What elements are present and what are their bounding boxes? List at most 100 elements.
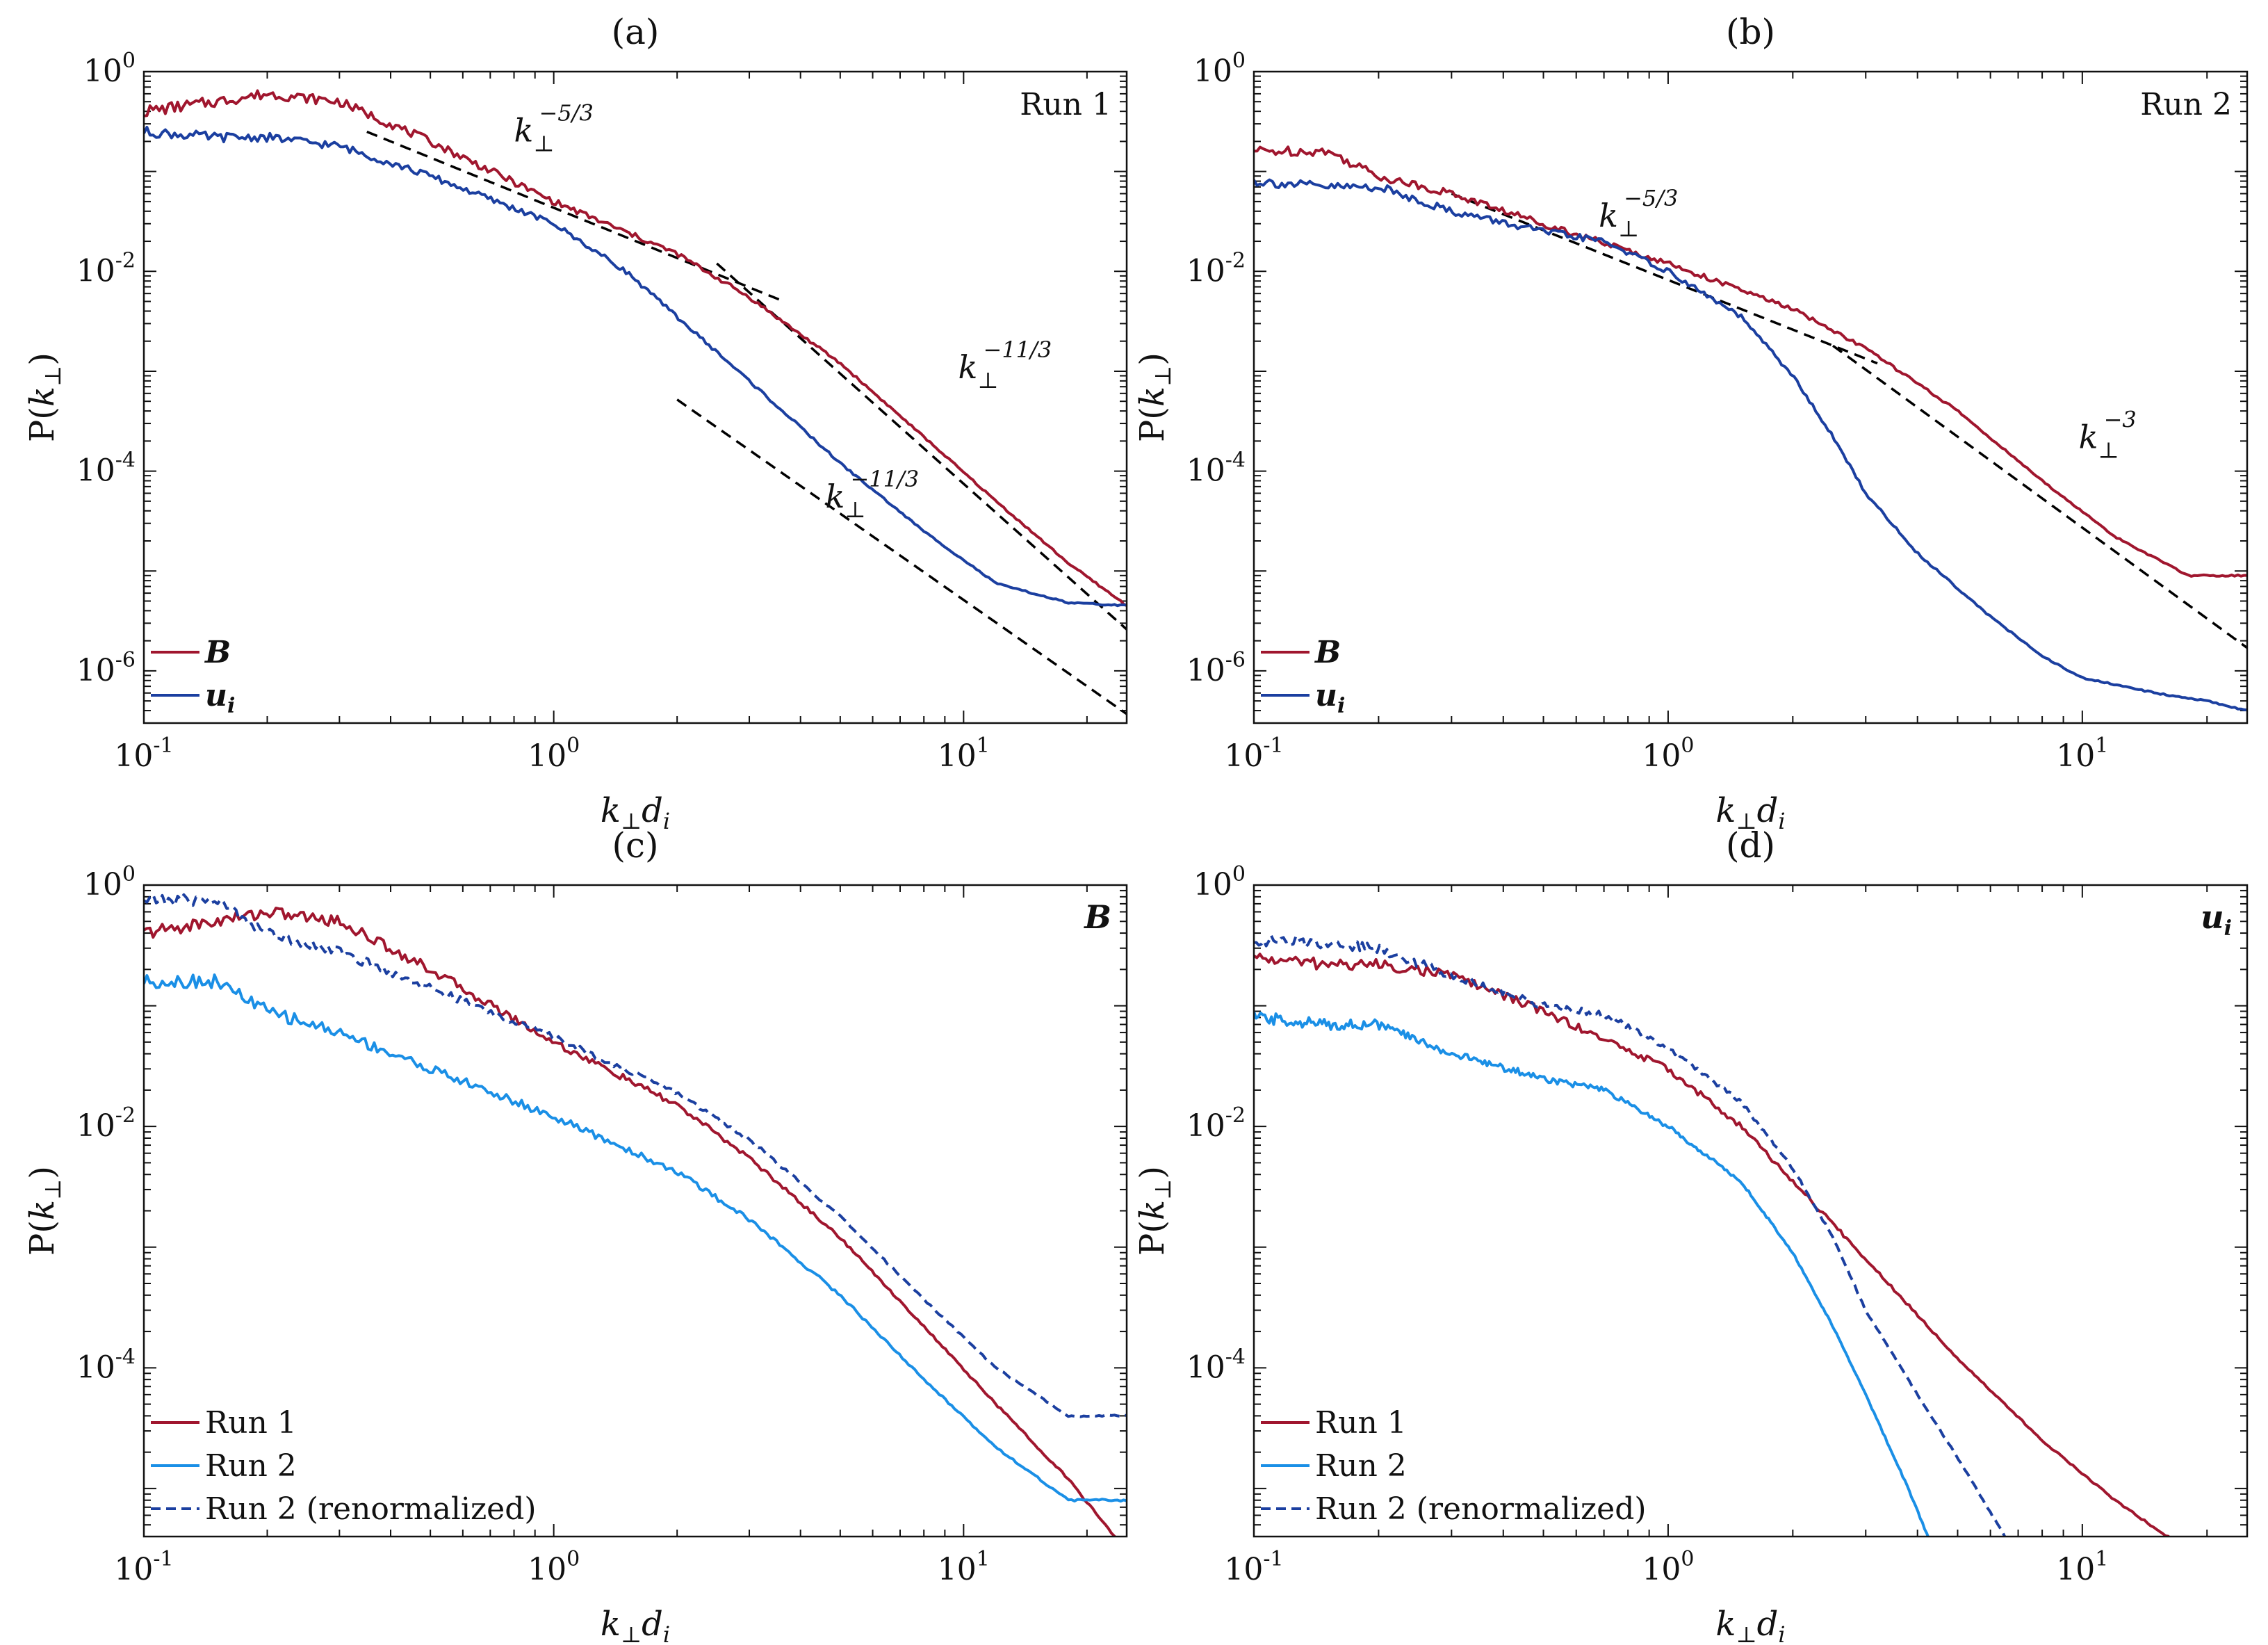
tick-base: 10: [83, 867, 122, 902]
tick-base: 10: [1186, 253, 1225, 289]
x-tick-label: 100: [528, 734, 580, 774]
tick-exponent: 0: [122, 862, 136, 886]
fit-line: [676, 398, 1127, 715]
annotation-sub: ⊥: [977, 367, 998, 394]
ticks: [1253, 71, 2247, 724]
y-tick-label: 10-6: [1186, 648, 1246, 688]
legend-label: Run 2: [1315, 1448, 1407, 1484]
tick-base: 10: [1224, 738, 1263, 774]
plot-area: [1254, 934, 2171, 1537]
y-tick-label: 10-2: [1186, 248, 1246, 289]
tick-base: 10: [1193, 867, 1232, 902]
x-tick-label: 10-1: [1224, 734, 1283, 774]
tick-base: 10: [1186, 653, 1225, 688]
ylabel-p: P(: [1133, 407, 1172, 442]
y-tick-label: 100: [1193, 49, 1246, 89]
tick-exponent: 1: [2095, 734, 2108, 758]
x-axis-label: k⊥di: [601, 1605, 670, 1645]
fit-line: [1451, 192, 1878, 365]
y-tick-label: 10-2: [1186, 1103, 1246, 1144]
ylabel-k: k: [23, 387, 62, 407]
corner-main: u: [2201, 898, 2224, 936]
annotation-base: k: [514, 111, 534, 149]
xlabel-d: d: [1757, 791, 1779, 830]
fit-line: [716, 262, 1127, 631]
x-tick-label: 10-1: [114, 1547, 173, 1587]
corner-label: B: [1083, 898, 1111, 936]
tick-base: 10: [1642, 1552, 1681, 1587]
annotation-sup: −5/3: [539, 99, 593, 126]
series-line-b: [144, 89, 1127, 607]
tick-base: 10: [528, 738, 566, 774]
ylabel-close: ): [1133, 1166, 1172, 1179]
legend: Bui: [151, 635, 235, 718]
fit-line: [1832, 344, 2247, 649]
ylabel-perp: ⊥: [1150, 366, 1176, 387]
legend-label: Run 2 (renormalized): [205, 1491, 537, 1527]
plot-background: [144, 72, 1127, 723]
panel-title: (d): [1726, 825, 1775, 866]
ylabel-p: P(: [23, 407, 62, 442]
axes-frame: [142, 70, 1128, 724]
annotation-sub: ⊥: [845, 496, 865, 523]
annotation-base: k: [2079, 418, 2098, 455]
x-tick-label: 100: [528, 1547, 580, 1587]
ylabel-k: k: [1133, 1200, 1172, 1220]
axes-frame: [1253, 884, 2249, 1538]
y-tick-label: 10-4: [76, 448, 136, 489]
plot-area: [144, 893, 1127, 1537]
tick-exponent: 0: [1681, 1547, 1694, 1571]
xlabel-perp: ⊥: [621, 808, 642, 834]
tick-exponent: -1: [1263, 1547, 1283, 1571]
legend: Run 1 Run 2 Run 2 (renormalized): [151, 1405, 537, 1527]
corner-label: Run 2: [2140, 87, 2232, 122]
series-line-run-1: [144, 907, 1117, 1537]
tick-exponent: 1: [977, 1547, 990, 1571]
y-tick-label: 10-4: [1186, 448, 1246, 489]
xlabel-i: i: [1778, 1621, 1785, 1645]
tick-exponent: -1: [1263, 734, 1283, 758]
legend-main: u: [1315, 678, 1337, 713]
annotation-sup: −3: [2104, 406, 2137, 432]
series-line-run-2-renormalized-: [1254, 934, 2007, 1537]
series-line-run-1: [1254, 953, 2171, 1537]
tick-base: 10: [83, 54, 122, 89]
series-line-ui: [144, 126, 1127, 608]
xlabel-d: d: [1757, 1605, 1779, 1644]
tick-exponent: 0: [1232, 862, 1246, 886]
plot-background: [1254, 885, 2247, 1537]
xlabel-d: d: [642, 1605, 663, 1644]
corner-label: ui: [2201, 898, 2232, 941]
panel-a: (a)10-1 100 10110-610-410-2100k⊥diP(k⊥)k⊥−…: [23, 12, 1128, 834]
tick-exponent: -4: [1225, 448, 1246, 473]
legend-label: Run 1: [1315, 1405, 1407, 1441]
y-axis-label: P(k⊥): [23, 1166, 66, 1256]
xlabel-k: k: [601, 1605, 621, 1644]
tick-base: 10: [76, 1108, 115, 1144]
x-tick-label: 10-1: [1224, 1547, 1283, 1587]
tick-base: 10: [2056, 1552, 2095, 1587]
panel-title: (a): [612, 12, 660, 52]
tick-exponent: 1: [977, 734, 990, 758]
legend-sub: i: [227, 694, 235, 718]
x-tick-label: 10-1: [114, 734, 173, 774]
y-axis-label: P(k⊥): [1133, 1166, 1176, 1256]
y-tick-label: 10-2: [76, 248, 136, 289]
legend-label: ui: [1315, 678, 1345, 718]
y-tick-label: 100: [83, 49, 136, 89]
panel-title: (c): [612, 825, 658, 866]
tick-base: 10: [1224, 1552, 1263, 1587]
legend: Bui: [1261, 635, 1345, 718]
x-tick-label: 101: [938, 734, 990, 774]
series-line-ui: [1254, 178, 2247, 712]
tick-base: 10: [1186, 453, 1225, 489]
slope-annotation: k⊥ −3: [2079, 406, 2137, 463]
tick-base: 10: [114, 1552, 153, 1587]
tick-base: 10: [1186, 1108, 1225, 1144]
tick-exponent: -4: [115, 448, 136, 473]
tick-base: 10: [1186, 1350, 1225, 1385]
y-tick-label: 100: [1193, 862, 1246, 902]
xlabel-d: d: [642, 791, 663, 830]
x-tick-label: 100: [1642, 1547, 1694, 1587]
